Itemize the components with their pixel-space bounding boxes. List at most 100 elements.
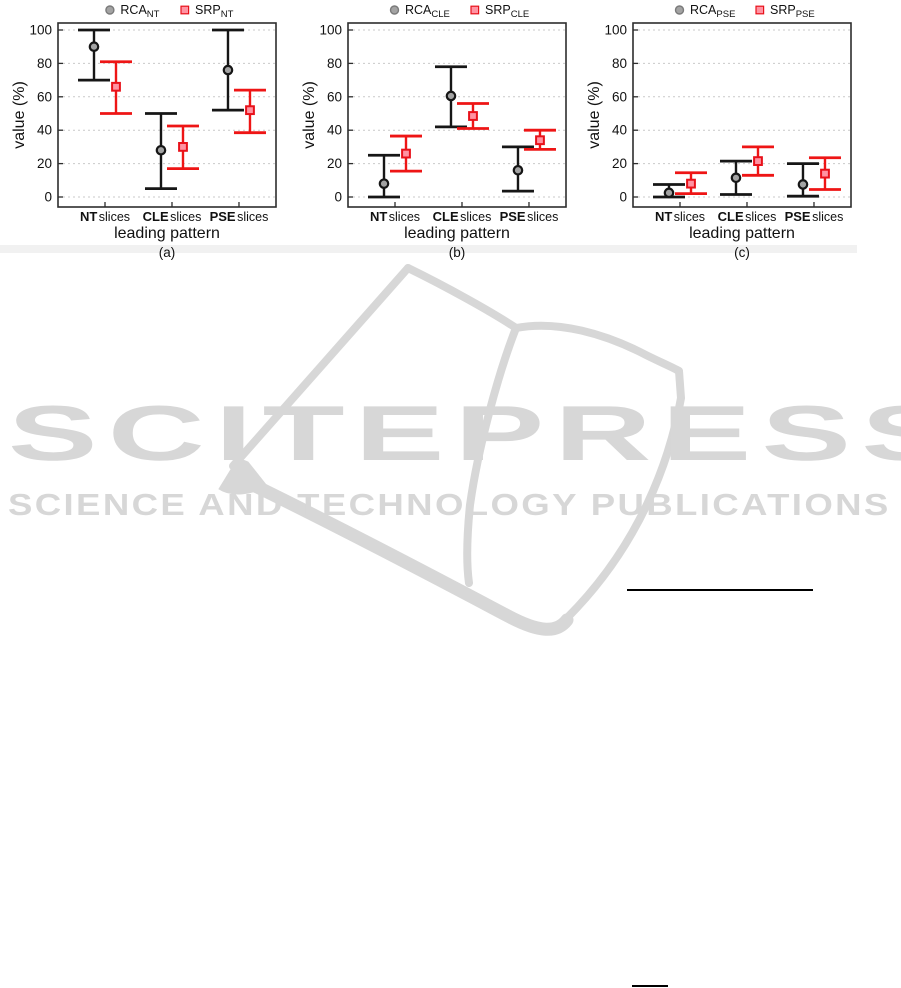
legend-item: RCACLE (389, 3, 450, 20)
rca-errorbar (211, 28, 244, 112)
srp-marker (820, 168, 830, 179)
plot-frame (347, 22, 567, 208)
rca-marker (222, 64, 234, 76)
srp-marker (535, 135, 545, 146)
book-spine (463, 324, 520, 587)
y-tick-label: 20 (612, 156, 627, 171)
legend-label: SRPNT (195, 3, 234, 20)
y-tick-label: 20 (37, 156, 52, 171)
rca-marker (445, 90, 457, 102)
y-tick-label: 60 (612, 89, 627, 104)
legend-item: RCAPSE (674, 3, 735, 20)
srp-marker (245, 105, 255, 116)
rca-errorbar (434, 65, 467, 129)
panel-label: (b) (449, 245, 466, 260)
book-page-curl (218, 457, 268, 495)
chart-panel-a: 0 20 40 60 80 100 NT slices CLE slices PSEslices le… (10, 0, 301, 262)
watermark-title: SCITEPRESS (8, 389, 901, 477)
x-tick-label: CLE slices (143, 209, 202, 224)
book-right-page-top-edge (512, 321, 683, 375)
y-tick-label: 80 (37, 56, 52, 71)
rca-errorbar (501, 145, 534, 193)
y-tick-label: 20 (327, 156, 342, 171)
y-tick-label: 40 (612, 123, 627, 138)
legend-square-marker-icon (180, 5, 190, 15)
y-tick-label: 100 (604, 23, 627, 38)
srp-errorbar (808, 156, 841, 191)
x-tick-label: CLE slices (718, 209, 777, 224)
rca-marker (155, 144, 167, 156)
legend-item: SRPNT (180, 3, 234, 20)
y-tick-label: 0 (334, 190, 342, 205)
x-tick-label: NT slices (655, 209, 705, 224)
y-axis-label: value (%) (586, 81, 603, 149)
legend-label: SRPPSE (770, 3, 815, 20)
legend-label: RCANT (120, 3, 159, 20)
y-tick-label: 60 (327, 89, 342, 104)
book-bottom-swoosh (240, 475, 574, 636)
y-tick-label: 40 (37, 123, 52, 138)
footnote-rule (627, 589, 813, 591)
rca-marker (512, 164, 524, 176)
x-tick-label: PSEslices (785, 209, 844, 224)
book-left-page-outer-edge (229, 264, 412, 470)
x-tick-label: NT slices (370, 209, 420, 224)
y-axis-label: value (%) (11, 81, 28, 149)
y-tick-label: 80 (612, 56, 627, 71)
srp-errorbar (523, 128, 556, 151)
rca-errorbar (786, 162, 819, 198)
srp-errorbar (233, 88, 266, 135)
srp-errorbar (741, 145, 774, 177)
srp-errorbar (390, 134, 423, 173)
y-tick-label: 0 (619, 190, 627, 205)
figure-caption-band (0, 245, 857, 253)
y-tick-label: 80 (327, 56, 342, 71)
panel-label: (c) (734, 245, 750, 260)
legend-label: RCACLE (405, 3, 450, 20)
chart-svg: 0 20 40 60 80 100 NT slices CLE slices PSEslicesle… (301, 3, 567, 260)
rca-marker (730, 172, 742, 184)
srp-marker (686, 178, 696, 189)
chart-svg: 0 20 40 60 80 100 NT slices CLE slices PSEslicesle… (586, 3, 852, 260)
srp-errorbar (100, 60, 133, 115)
rca-errorbar (144, 112, 177, 191)
srp-marker (753, 156, 763, 166)
y-tick-label: 60 (37, 89, 52, 104)
legend-label: SRPCLE (485, 3, 529, 20)
y-tick-label: 40 (327, 123, 342, 138)
rca-errorbar (78, 28, 111, 82)
x-tick-label: NT slices (80, 209, 130, 224)
page-bottom-rule (632, 985, 668, 987)
legend-item: SRPCLE (470, 3, 529, 20)
x-tick-label: CLE slices (433, 209, 492, 224)
rca-marker (88, 41, 100, 52)
y-tick-label: 0 (44, 190, 52, 205)
plot-frame (632, 22, 852, 208)
legend-square-marker-icon (470, 5, 480, 15)
plot-frame (57, 22, 277, 208)
chart-panel-b: 0 20 40 60 80 100 NT slices CLE slices PSEslices le… (300, 0, 591, 262)
watermark-subtitle: SCIENCE AND TECHNOLOGY PUBLICATIONS (8, 487, 891, 522)
srp-errorbar (166, 124, 199, 171)
y-tick-label: 100 (319, 23, 342, 38)
rca-marker (378, 178, 390, 189)
book-right-page-outer-edge (563, 367, 685, 622)
srp-errorbar (675, 171, 708, 196)
panel-label: (a) (159, 245, 176, 260)
rca-errorbar (368, 153, 401, 199)
srp-errorbar (456, 102, 489, 130)
legend-label: RCAPSE (690, 3, 735, 20)
rca-errorbar (653, 183, 686, 199)
rca-marker (797, 179, 809, 190)
legend-circle-marker-icon (105, 5, 115, 15)
srp-marker (178, 142, 188, 152)
x-axis-label: leading pattern (404, 225, 510, 242)
rca-marker (663, 187, 675, 199)
srp-marker (401, 148, 411, 159)
rca-errorbar (719, 159, 752, 196)
y-tick-label: 100 (29, 23, 52, 38)
x-tick-label: PSEslices (210, 209, 269, 224)
x-axis-label: leading pattern (689, 225, 795, 242)
